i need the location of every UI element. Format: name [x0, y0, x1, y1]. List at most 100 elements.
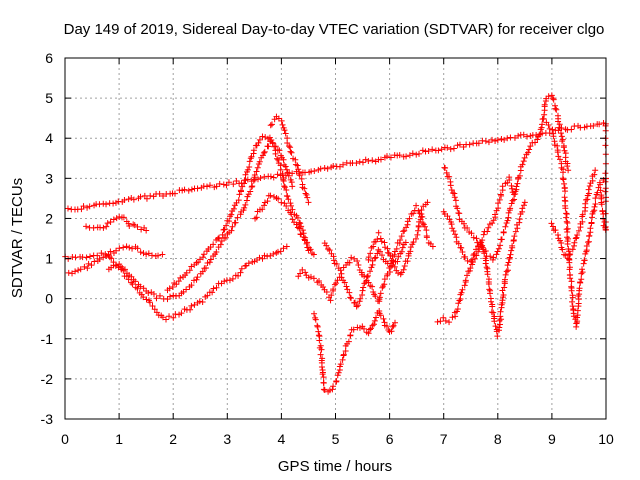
- data-point: [592, 195, 599, 202]
- data-point: [388, 328, 395, 335]
- data-point: [186, 267, 193, 274]
- data-point: [489, 303, 496, 310]
- data-point: [345, 338, 352, 345]
- data-point: [250, 147, 257, 154]
- data-point: [230, 205, 237, 212]
- data-point: [357, 295, 364, 302]
- data-point: [377, 156, 384, 163]
- data-point: [213, 183, 220, 190]
- data-point: [480, 231, 487, 238]
- data-point: [562, 252, 569, 259]
- data-point: [548, 220, 555, 227]
- data-point: [519, 161, 526, 168]
- data-point: [403, 224, 410, 231]
- x-tick-label: 7: [440, 431, 448, 447]
- data-point: [337, 267, 344, 274]
- y-tick-label: 0: [45, 291, 53, 307]
- data-point: [321, 165, 328, 172]
- data-point: [458, 289, 465, 296]
- data-point: [281, 183, 288, 190]
- data-point: [521, 154, 528, 161]
- data-point: [348, 295, 355, 302]
- data-point: [504, 267, 511, 274]
- data-point: [206, 182, 213, 189]
- data-point: [601, 219, 608, 226]
- data-point: [367, 250, 374, 257]
- data-point: [501, 276, 508, 283]
- data-point: [449, 225, 456, 232]
- data-point: [113, 247, 120, 254]
- data-point: [390, 322, 397, 329]
- data-point: [191, 301, 198, 308]
- data-point: [283, 203, 290, 210]
- data-point: [284, 140, 291, 147]
- data-point: [566, 266, 573, 273]
- data-point: [594, 189, 601, 196]
- data-point: [343, 283, 350, 290]
- data-point: [470, 252, 477, 259]
- data-point: [103, 223, 110, 230]
- data-point: [245, 260, 252, 267]
- data-point: [117, 263, 124, 270]
- data-point: [454, 306, 461, 313]
- data-point: [280, 245, 287, 252]
- data-point: [293, 221, 300, 228]
- data-point: [413, 151, 420, 158]
- data-point: [417, 216, 424, 223]
- data-point: [387, 154, 394, 161]
- data-point: [456, 210, 463, 217]
- data-point: [583, 196, 590, 203]
- y-tick-label: -2: [41, 371, 54, 387]
- data-point: [475, 243, 482, 250]
- data-point: [545, 93, 552, 100]
- y-axis-label: SDTVAR / TECUs: [9, 178, 26, 298]
- data-point: [583, 243, 590, 250]
- data-point: [515, 132, 522, 139]
- data-point: [190, 277, 197, 284]
- data-point: [242, 263, 249, 270]
- data-point: [369, 322, 376, 329]
- data-point: [489, 136, 496, 143]
- data-point: [303, 191, 310, 198]
- data-point: [511, 196, 518, 203]
- data-point: [257, 175, 264, 182]
- data-point: [471, 250, 478, 257]
- data-point: [564, 255, 571, 262]
- data-point: [419, 147, 426, 154]
- data-point: [120, 244, 127, 251]
- data-point: [520, 131, 527, 138]
- data-point: [140, 294, 147, 301]
- data-point: [447, 146, 454, 153]
- data-point: [400, 266, 407, 273]
- data-point: [398, 248, 405, 255]
- data-point: [83, 254, 90, 261]
- data-point: [235, 272, 242, 279]
- data-point: [247, 155, 254, 162]
- data-point: [156, 190, 163, 197]
- data-point: [449, 314, 456, 321]
- data-point: [209, 289, 216, 296]
- data-point: [459, 248, 466, 255]
- data-point: [275, 195, 282, 202]
- data-point: [297, 220, 304, 227]
- data-point: [320, 284, 327, 291]
- data-point: [143, 227, 150, 234]
- data-point: [401, 262, 408, 269]
- data-point: [289, 216, 296, 223]
- data-point: [541, 101, 548, 108]
- data-point: [558, 164, 565, 171]
- data-point: [559, 138, 566, 145]
- data-point: [409, 150, 416, 157]
- data-point: [505, 209, 512, 216]
- data-point: [221, 226, 228, 233]
- x-tick-label: 9: [548, 431, 556, 447]
- data-point: [130, 196, 137, 203]
- data-point: [321, 387, 328, 394]
- data-point: [492, 137, 499, 144]
- data-point: [96, 256, 103, 263]
- data-point: [229, 223, 236, 230]
- data-point: [305, 199, 312, 206]
- data-point: [296, 170, 303, 177]
- data-point: [301, 185, 308, 192]
- data-point: [549, 95, 556, 102]
